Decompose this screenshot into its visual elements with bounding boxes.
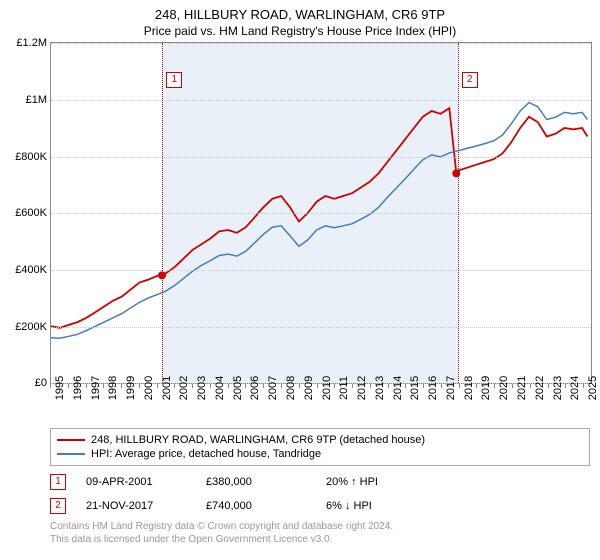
note-date: 21-NOV-2017 <box>86 500 186 512</box>
legend-swatch <box>57 439 85 441</box>
x-tick-label: 2025 <box>587 376 599 400</box>
series-hpi <box>51 103 587 339</box>
note-date: 09-APR-2001 <box>86 476 186 488</box>
y-tick-label: £1.2M <box>16 37 51 49</box>
note-price: £380,000 <box>206 476 306 488</box>
x-tick-label: 1999 <box>125 376 137 400</box>
x-tick-label: 2022 <box>534 376 546 400</box>
sale-notes: 1 09-APR-2001 £380,000 20% ↑ HPI 2 21-NOV-201… <box>50 470 590 518</box>
event-vline <box>458 43 459 383</box>
y-tick-label: £200K <box>15 321 51 333</box>
legend-swatch <box>57 453 85 455</box>
attribution-line: This data is licensed under the Open Gov… <box>50 533 590 546</box>
x-tick-label: 1998 <box>107 376 119 400</box>
x-tick-label: 2023 <box>552 376 564 400</box>
x-tick-label: 2017 <box>445 376 457 400</box>
x-tick-label: 2020 <box>498 376 510 400</box>
x-tick-label: 2005 <box>232 376 244 400</box>
x-tick-label: 2010 <box>321 376 333 400</box>
gridline <box>51 157 591 158</box>
x-tick-label: 1996 <box>72 376 84 400</box>
x-tick-label: 2024 <box>569 376 581 400</box>
x-tick-label: 2008 <box>285 376 297 400</box>
y-tick-label: £1M <box>26 94 51 106</box>
x-axis-ticks: 1995199619971998199920002001200220032004… <box>50 384 592 424</box>
y-tick-label: £800K <box>15 151 51 163</box>
x-tick-label: 2000 <box>143 376 155 400</box>
legend-label: HPI: Average price, detached house, Tand… <box>91 448 321 460</box>
note-marker: 1 <box>50 474 66 490</box>
x-tick-label: 2002 <box>178 376 190 400</box>
x-tick-label: 2018 <box>463 376 475 400</box>
x-tick-label: 2001 <box>161 376 173 400</box>
event-vline <box>162 43 163 383</box>
x-tick-label: 2019 <box>480 376 492 400</box>
y-tick-label: £0 <box>35 377 51 389</box>
x-tick-label: 1997 <box>90 376 102 400</box>
x-tick-label: 2004 <box>214 376 226 400</box>
legend-row: HPI: Average price, detached house, Tand… <box>57 447 583 461</box>
note-row: 1 09-APR-2001 £380,000 20% ↑ HPI <box>50 470 590 494</box>
y-tick-label: £400K <box>15 264 51 276</box>
x-tick-label: 2009 <box>303 376 315 400</box>
note-delta: 6% ↓ HPI <box>326 500 426 512</box>
gridline <box>51 43 591 44</box>
x-tick-label: 2007 <box>267 376 279 400</box>
event-marker: 2 <box>462 72 478 88</box>
gridline <box>51 327 591 328</box>
x-tick-label: 2015 <box>409 376 421 400</box>
gridline <box>51 100 591 101</box>
legend-row: 248, HILLBURY ROAD, WARLINGHAM, CR6 9TP … <box>57 433 583 447</box>
x-tick-label: 1995 <box>54 376 66 400</box>
x-tick-label: 2014 <box>392 376 404 400</box>
x-tick-label: 2013 <box>374 376 386 400</box>
series-price_paid <box>51 108 587 328</box>
x-tick-label: 2021 <box>516 376 528 400</box>
note-delta: 20% ↑ HPI <box>326 476 426 488</box>
gridline <box>51 213 591 214</box>
x-tick-label: 2006 <box>249 376 261 400</box>
sale-point <box>452 170 460 178</box>
legend: 248, HILLBURY ROAD, WARLINGHAM, CR6 9TP … <box>50 428 590 466</box>
y-tick-label: £600K <box>15 207 51 219</box>
x-tick-label: 2011 <box>338 376 350 400</box>
legend-label: 248, HILLBURY ROAD, WARLINGHAM, CR6 9TP … <box>91 434 425 446</box>
event-marker: 1 <box>166 72 182 88</box>
note-row: 2 21-NOV-2017 £740,000 6% ↓ HPI <box>50 494 590 518</box>
gridline <box>51 270 591 271</box>
note-marker: 2 <box>50 498 66 514</box>
chart-plot-area: £0£200K£400K£600K£800K£1M£1.2M12 <box>50 42 592 384</box>
x-tick-label: 2016 <box>427 376 439 400</box>
chart-title: 248, HILLBURY ROAD, WARLINGHAM, CR6 9TP <box>0 0 600 24</box>
x-tick-label: 2003 <box>196 376 208 400</box>
attribution: Contains HM Land Registry data © Crown c… <box>50 520 590 546</box>
chart-subtitle: Price paid vs. HM Land Registry's House … <box>0 24 600 38</box>
note-price: £740,000 <box>206 500 306 512</box>
x-tick-label: 2012 <box>356 376 368 400</box>
attribution-line: Contains HM Land Registry data © Crown c… <box>50 520 590 533</box>
